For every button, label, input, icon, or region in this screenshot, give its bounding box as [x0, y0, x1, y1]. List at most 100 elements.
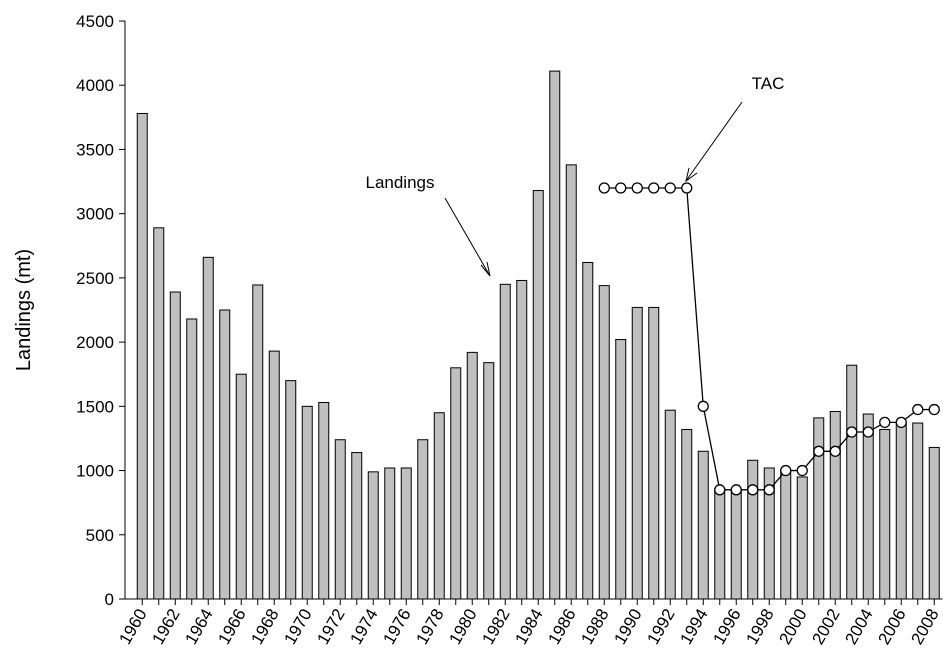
x-tick-label: 1974 — [346, 606, 381, 648]
marker — [813, 445, 825, 457]
x-tick-label: 1984 — [511, 606, 546, 648]
marker — [697, 400, 709, 412]
bar — [813, 417, 825, 600]
bar — [433, 412, 445, 600]
x-tick-label: 1970 — [280, 606, 315, 648]
marker — [780, 464, 792, 477]
bar — [928, 446, 940, 600]
y-tick-label: 4500 — [76, 12, 114, 31]
marker — [730, 484, 742, 496]
x-tick-label: 1986 — [544, 606, 579, 648]
annotation: Landings — [365, 173, 434, 192]
x-tick-label: 1988 — [577, 606, 612, 648]
marker — [928, 403, 940, 416]
bar — [648, 306, 660, 600]
marker — [895, 416, 907, 429]
x-tick-label: 1998 — [742, 606, 777, 648]
bar — [483, 362, 495, 600]
y-tick-label: 4000 — [76, 76, 114, 95]
x-tick-label: 1972 — [313, 606, 348, 648]
bar — [879, 428, 891, 600]
bar — [862, 413, 874, 600]
annotation: TAC — [752, 74, 785, 93]
y-tick-label: 3500 — [76, 140, 114, 159]
bar — [450, 367, 462, 600]
bar — [681, 428, 693, 600]
bar — [796, 476, 808, 600]
marker — [648, 182, 660, 194]
x-tick-label: 1978 — [412, 606, 447, 648]
x-tick-label: 2000 — [775, 606, 810, 648]
marker — [615, 182, 627, 194]
bar — [846, 364, 858, 600]
y-tick-label: 2500 — [76, 269, 114, 288]
bar — [400, 467, 412, 600]
marker — [763, 484, 775, 496]
marker — [664, 182, 676, 194]
x-tick-label: 1968 — [247, 606, 282, 648]
bar — [268, 350, 280, 600]
bar — [895, 421, 907, 600]
bar — [417, 439, 429, 600]
x-tick-label: 1980 — [445, 606, 480, 648]
x-tick-label: 1962 — [148, 606, 183, 648]
bar — [334, 439, 346, 600]
annotation-arrow — [685, 101, 743, 183]
marker — [631, 182, 643, 194]
bar — [318, 401, 330, 600]
x-tick-label: 1990 — [610, 606, 645, 648]
bar — [730, 489, 742, 600]
bar — [219, 309, 231, 600]
bar — [582, 261, 594, 600]
x-tick-label: 1994 — [676, 606, 711, 648]
bar — [714, 488, 726, 600]
bar — [598, 285, 610, 600]
bar — [466, 351, 478, 600]
x-tick-label: 1960 — [115, 606, 150, 648]
marker — [879, 416, 891, 429]
marker — [846, 426, 858, 438]
bar — [631, 306, 643, 600]
bar — [747, 459, 759, 600]
x-tick-label: 1964 — [181, 606, 216, 648]
bar — [169, 291, 181, 600]
x-tick-label: 1982 — [478, 606, 513, 648]
bar — [235, 373, 247, 600]
x-tick-label: 2006 — [874, 606, 909, 648]
marker — [681, 182, 693, 194]
bar — [301, 405, 313, 600]
bar — [763, 467, 775, 600]
bar — [136, 112, 148, 600]
bar — [516, 279, 528, 600]
bar — [186, 318, 198, 600]
bar — [565, 164, 577, 600]
x-tick-label: 1966 — [214, 606, 249, 648]
bar — [664, 409, 676, 600]
bar — [829, 410, 841, 600]
marker — [829, 445, 841, 457]
y-tick-label: 500 — [86, 526, 114, 545]
bar — [351, 452, 363, 600]
x-tick-label: 1996 — [709, 606, 744, 648]
y-tick-label: 1000 — [76, 462, 114, 481]
bar — [285, 380, 297, 600]
bar — [499, 283, 511, 600]
x-tick-label: 2004 — [841, 606, 876, 648]
bar — [912, 422, 924, 600]
y-tick-label: 2000 — [76, 333, 114, 352]
bar — [615, 339, 627, 600]
x-tick-label: 2002 — [808, 606, 843, 648]
y-tick-label: 3000 — [76, 205, 114, 224]
bar — [384, 467, 396, 600]
x-tick-label: 1976 — [379, 606, 414, 648]
bar — [780, 470, 792, 600]
bar — [202, 256, 214, 600]
bar — [549, 70, 561, 600]
y-tick-label: 1500 — [76, 397, 114, 416]
bar — [532, 190, 544, 600]
marker — [796, 464, 808, 477]
bar — [252, 284, 264, 600]
y-tick-label: 0 — [105, 590, 114, 609]
bar — [153, 227, 165, 600]
